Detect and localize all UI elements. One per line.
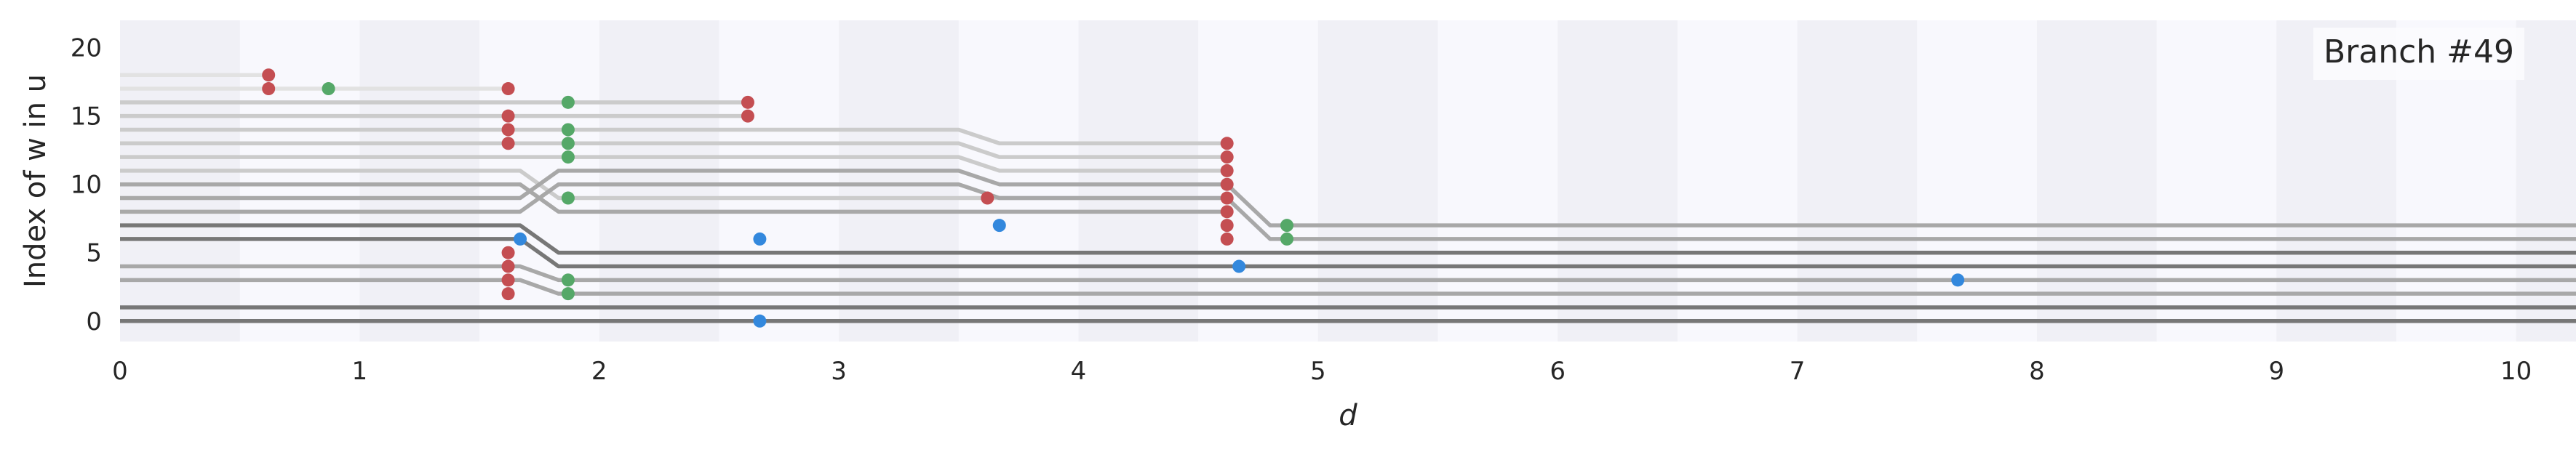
legend-text: Branch #49: [2324, 33, 2514, 70]
blue-marker: [514, 232, 527, 246]
track-line: [120, 223, 2576, 255]
legend: Branch #49: [2313, 28, 2524, 80]
background-band: [599, 20, 719, 342]
green-marker: [1280, 219, 1294, 233]
green-marker: [561, 273, 575, 287]
track-line: [120, 155, 1227, 173]
green-marker: [561, 150, 575, 164]
y-tick-label: 15: [71, 102, 102, 132]
x-tick-label: 2: [591, 357, 607, 386]
track-line: [120, 127, 1227, 146]
event-markers: [262, 68, 1965, 328]
blue-marker: [1951, 273, 1965, 287]
green-marker: [561, 123, 575, 137]
background-band: [1558, 20, 1678, 342]
background-band: [120, 20, 240, 342]
green-marker: [561, 191, 575, 205]
green-marker: [561, 137, 575, 150]
track-lines: [120, 73, 2576, 323]
y-tick-label: 10: [71, 171, 102, 200]
red-marker: [501, 259, 515, 273]
red-marker: [1220, 205, 1234, 219]
track-line: [120, 182, 1227, 214]
x-tick-label: 1: [352, 357, 368, 386]
track-line: [120, 169, 2576, 227]
background-band: [839, 20, 959, 342]
x-axis-ticks: 0 1 2 3 4 5 6 7 8 9 10: [112, 357, 2532, 386]
x-tick-label: 0: [112, 357, 128, 386]
x-axis-label: d: [1339, 399, 1357, 432]
red-marker: [501, 273, 515, 287]
red-marker: [741, 95, 754, 109]
red-marker: [981, 191, 994, 205]
red-marker: [1220, 191, 1234, 205]
red-marker: [1220, 232, 1234, 246]
red-marker: [501, 123, 515, 137]
background-bands: [120, 20, 2576, 342]
legend-box: [2313, 28, 2524, 80]
red-marker: [501, 82, 515, 96]
y-axis-ticks: 0 5 10 15 20: [71, 34, 102, 336]
red-marker: [501, 137, 515, 150]
red-marker: [1220, 219, 1234, 233]
red-marker: [501, 246, 515, 259]
plot-area: [120, 20, 2576, 342]
track-line: [120, 141, 1227, 159]
red-marker: [1220, 150, 1234, 164]
x-tick-label: 6: [1550, 357, 1566, 386]
red-marker: [1220, 164, 1234, 177]
background-band: [1797, 20, 1918, 342]
green-marker: [322, 82, 335, 96]
green-marker: [561, 95, 575, 109]
y-axis-label: Index of w in u: [19, 74, 52, 288]
track-line: [120, 237, 2576, 269]
y-tick-label: 20: [71, 34, 102, 63]
x-tick-label: 9: [2268, 357, 2284, 386]
red-marker: [501, 287, 515, 301]
green-marker: [561, 287, 575, 301]
background-band: [359, 20, 480, 342]
red-marker: [262, 68, 276, 82]
y-tick-label: 5: [86, 239, 102, 268]
track-line: [120, 278, 2576, 296]
blue-marker: [992, 219, 1006, 233]
track-line: [120, 182, 2576, 241]
x-tick-label: 5: [1310, 357, 1326, 386]
background-band: [2516, 20, 2576, 342]
background-band: [1317, 20, 1438, 342]
x-tick-label: 10: [2500, 357, 2532, 386]
red-marker: [262, 82, 276, 96]
green-marker: [1280, 232, 1294, 246]
blue-marker: [1232, 259, 1246, 273]
blue-marker: [753, 314, 767, 328]
background-band: [1078, 20, 1199, 342]
background-band: [2036, 20, 2157, 342]
blue-marker: [753, 232, 767, 246]
red-marker: [501, 109, 515, 123]
x-tick-label: 7: [1790, 357, 1806, 386]
x-tick-label: 8: [2029, 357, 2045, 386]
y-tick-label: 0: [86, 307, 102, 336]
x-tick-label: 3: [831, 357, 847, 386]
x-tick-label: 4: [1071, 357, 1087, 386]
red-marker: [1220, 177, 1234, 191]
track-line: [120, 264, 2576, 283]
red-marker: [741, 109, 754, 123]
red-marker: [1220, 137, 1234, 150]
